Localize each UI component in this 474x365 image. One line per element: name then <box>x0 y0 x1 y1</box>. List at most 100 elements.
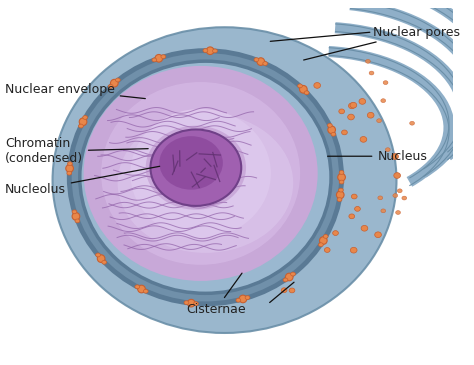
Ellipse shape <box>206 47 214 54</box>
Ellipse shape <box>110 79 118 87</box>
Ellipse shape <box>385 148 390 151</box>
Ellipse shape <box>67 171 72 175</box>
Ellipse shape <box>79 124 83 128</box>
Ellipse shape <box>72 210 77 214</box>
Ellipse shape <box>212 49 217 53</box>
Ellipse shape <box>361 226 368 231</box>
Ellipse shape <box>152 58 157 62</box>
Ellipse shape <box>394 173 401 178</box>
Ellipse shape <box>393 194 398 197</box>
Ellipse shape <box>378 196 383 200</box>
Ellipse shape <box>349 214 355 219</box>
Ellipse shape <box>101 82 300 265</box>
Ellipse shape <box>350 102 357 108</box>
Ellipse shape <box>347 114 355 120</box>
Ellipse shape <box>314 82 320 88</box>
Ellipse shape <box>324 247 330 252</box>
Ellipse shape <box>369 71 374 75</box>
Ellipse shape <box>263 62 267 65</box>
Text: Nucleolus: Nucleolus <box>5 166 160 196</box>
Ellipse shape <box>285 273 293 281</box>
Ellipse shape <box>281 288 287 293</box>
Ellipse shape <box>365 59 370 63</box>
Ellipse shape <box>187 299 195 307</box>
Ellipse shape <box>257 58 264 65</box>
Ellipse shape <box>338 173 346 181</box>
Ellipse shape <box>331 132 336 136</box>
Ellipse shape <box>381 209 386 213</box>
Ellipse shape <box>135 285 140 289</box>
Ellipse shape <box>337 198 342 201</box>
Ellipse shape <box>80 61 331 293</box>
Ellipse shape <box>155 54 163 62</box>
Ellipse shape <box>137 285 146 293</box>
Ellipse shape <box>355 207 360 211</box>
Ellipse shape <box>319 237 327 244</box>
Ellipse shape <box>381 99 386 103</box>
Ellipse shape <box>383 81 388 85</box>
Ellipse shape <box>159 136 223 190</box>
Ellipse shape <box>339 180 344 184</box>
Ellipse shape <box>75 219 80 223</box>
Ellipse shape <box>377 119 382 123</box>
Ellipse shape <box>66 165 73 172</box>
Ellipse shape <box>319 243 323 247</box>
Ellipse shape <box>283 278 288 282</box>
Text: Nuclear envelope: Nuclear envelope <box>5 83 146 99</box>
Ellipse shape <box>328 123 332 127</box>
Ellipse shape <box>130 109 271 238</box>
Ellipse shape <box>239 295 247 303</box>
Ellipse shape <box>328 126 336 134</box>
Ellipse shape <box>397 189 402 193</box>
Ellipse shape <box>97 255 105 262</box>
Ellipse shape <box>53 27 396 333</box>
Ellipse shape <box>348 103 355 109</box>
Ellipse shape <box>146 126 246 210</box>
Ellipse shape <box>184 301 189 304</box>
Ellipse shape <box>350 247 357 253</box>
Ellipse shape <box>291 272 295 276</box>
Ellipse shape <box>298 84 302 88</box>
Ellipse shape <box>143 289 148 293</box>
Ellipse shape <box>367 112 374 118</box>
Ellipse shape <box>289 288 295 293</box>
Ellipse shape <box>109 84 113 88</box>
Ellipse shape <box>338 188 343 192</box>
Text: Chromatin
(condensed): Chromatin (condensed) <box>5 138 148 165</box>
Ellipse shape <box>410 121 414 125</box>
Ellipse shape <box>96 253 100 257</box>
Ellipse shape <box>304 91 309 95</box>
Ellipse shape <box>392 154 399 160</box>
Ellipse shape <box>83 116 88 119</box>
Ellipse shape <box>360 137 367 142</box>
Ellipse shape <box>333 231 338 235</box>
Ellipse shape <box>118 113 293 253</box>
Ellipse shape <box>79 118 87 126</box>
Ellipse shape <box>203 49 208 53</box>
Ellipse shape <box>150 130 241 206</box>
Ellipse shape <box>339 109 345 114</box>
Ellipse shape <box>236 298 241 302</box>
Ellipse shape <box>342 130 347 135</box>
Text: Cisternae: Cisternae <box>186 273 246 316</box>
Text: Nucleus: Nucleus <box>328 150 427 163</box>
Ellipse shape <box>323 234 328 238</box>
Ellipse shape <box>72 212 80 220</box>
Ellipse shape <box>351 194 357 199</box>
Ellipse shape <box>67 162 73 166</box>
Ellipse shape <box>254 58 259 62</box>
Ellipse shape <box>402 196 407 200</box>
Ellipse shape <box>339 170 344 174</box>
Ellipse shape <box>102 260 107 264</box>
Ellipse shape <box>161 55 166 58</box>
Text: Nuclear pores: Nuclear pores <box>304 26 460 60</box>
Ellipse shape <box>69 51 342 304</box>
Ellipse shape <box>193 302 198 306</box>
Ellipse shape <box>337 191 344 199</box>
Ellipse shape <box>116 78 120 82</box>
Ellipse shape <box>359 99 365 104</box>
Ellipse shape <box>245 296 250 300</box>
Ellipse shape <box>396 211 401 214</box>
Ellipse shape <box>300 85 307 93</box>
Ellipse shape <box>83 66 318 281</box>
